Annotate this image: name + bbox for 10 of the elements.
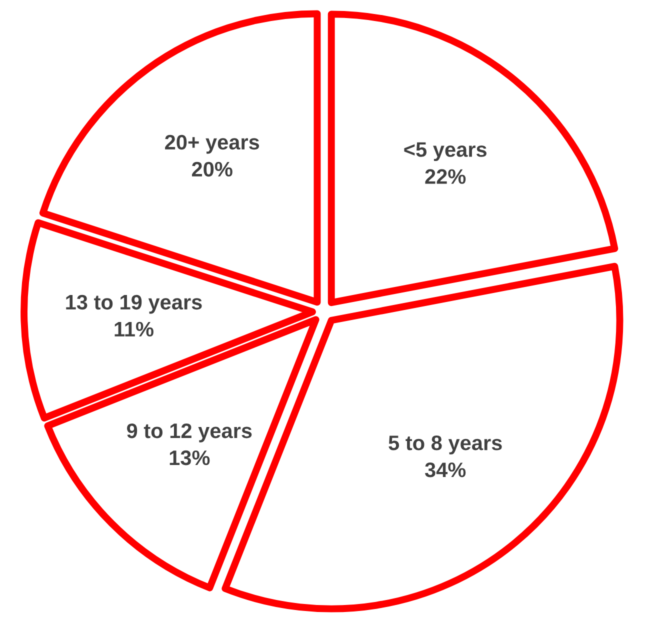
slice-label: 5 to 8 years: [388, 436, 502, 454]
data-label: 34%: [424, 462, 466, 478]
slice-label: 13 to 19 years: [66, 294, 202, 314]
slice-label: 9 to 12 years: [127, 423, 252, 442]
data-label: 11%: [114, 322, 154, 337]
data-label: 13%: [170, 450, 210, 466]
data-label: 20%: [192, 162, 232, 177]
slice-label: <5 years: [404, 142, 486, 162]
data-label: 22%: [425, 169, 466, 184]
slice-label: 20+ years: [165, 134, 260, 154]
